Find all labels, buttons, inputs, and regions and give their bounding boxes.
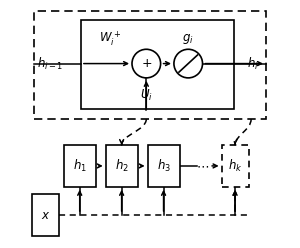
Text: $\cdots$: $\cdots$ (196, 159, 210, 172)
Bar (64, 145, 96, 187)
Text: $W_i^+$: $W_i^+$ (99, 30, 122, 48)
Text: $x$: $x$ (40, 209, 50, 222)
Bar (32, 194, 59, 236)
Bar (34, 11, 266, 119)
Text: $h_1$: $h_1$ (73, 158, 87, 174)
Text: $h_{i-1}$: $h_{i-1}$ (37, 56, 63, 72)
Text: $h_i$: $h_i$ (247, 56, 259, 72)
Bar (221, 145, 249, 187)
Bar (106, 145, 138, 187)
Text: $+$: $+$ (141, 57, 152, 70)
Circle shape (174, 49, 203, 78)
Bar (81, 20, 234, 109)
Text: $h_k$: $h_k$ (228, 158, 242, 174)
Text: $h_2$: $h_2$ (115, 158, 129, 174)
Text: $h_3$: $h_3$ (157, 158, 171, 174)
Circle shape (132, 49, 160, 78)
Bar (148, 145, 180, 187)
Text: $U_i$: $U_i$ (140, 88, 153, 103)
Text: $g_i$: $g_i$ (182, 32, 194, 46)
